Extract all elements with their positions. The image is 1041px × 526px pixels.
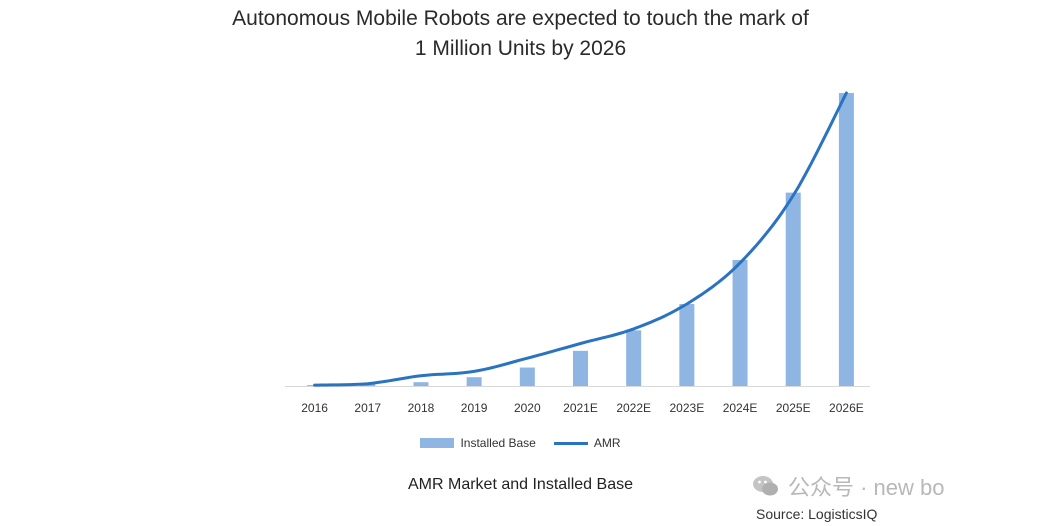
x-tick-label-2024e: 2024E bbox=[723, 401, 758, 415]
bar-installed-base-2020 bbox=[519, 367, 535, 386]
legend-swatch-bar bbox=[420, 438, 455, 448]
legend-item-installed-base: Installed Base bbox=[420, 436, 536, 450]
chart-title: Autonomous Mobile Robots are expected to… bbox=[0, 4, 1041, 64]
bars-group bbox=[307, 93, 854, 386]
chart-caption: AMR Market and Installed Base bbox=[408, 476, 633, 493]
x-tick-label-2021e: 2021E bbox=[563, 401, 598, 415]
bar-installed-base-2018 bbox=[413, 382, 429, 386]
legend-item-amr: AMR bbox=[553, 436, 621, 450]
series-line-amr bbox=[313, 91, 848, 387]
source-note: Source: LogisticsIQ bbox=[756, 506, 878, 522]
bar-installed-base-2023e bbox=[679, 303, 695, 386]
x-tick-labels: 2016 2017 2018 2019 2020 2021E 2022E 2023E 2024E… bbox=[301, 401, 864, 415]
x-tick-label-2018: 2018 bbox=[408, 401, 435, 415]
x-tick-label-2020: 2020 bbox=[514, 401, 541, 415]
legend-swatch-line bbox=[553, 441, 588, 445]
chart-title-line-1: Autonomous Mobile Robots are expected to… bbox=[232, 7, 809, 30]
bar-installed-base-2025e bbox=[785, 192, 801, 386]
wechat-icon bbox=[752, 474, 780, 498]
x-tick-label-2022e: 2022E bbox=[616, 401, 651, 415]
bar-installed-base-2026e bbox=[838, 93, 854, 386]
bar-installed-base-2024e bbox=[732, 260, 748, 386]
x-tick-label-2017: 2017 bbox=[354, 401, 381, 415]
x-tick-label-2025e: 2025E bbox=[776, 401, 811, 415]
x-tick-label-2023e: 2023E bbox=[670, 401, 705, 415]
watermark: 公众号 · new bo bbox=[752, 470, 945, 502]
bar-installed-base-2019 bbox=[466, 377, 482, 386]
x-tick-label-2016: 2016 bbox=[301, 401, 328, 415]
bar-installed-base-2021e bbox=[573, 350, 588, 386]
bar-installed-base-2022e bbox=[626, 330, 642, 386]
legend-label-amr: AMR bbox=[593, 436, 621, 450]
legend-label-installed-base: Installed Base bbox=[460, 436, 536, 450]
watermark-text: 公众号 · new bo bbox=[788, 475, 945, 500]
legend: Installed Base AMR bbox=[0, 436, 1041, 450]
x-tick-label-2019: 2019 bbox=[461, 401, 488, 415]
chart-title-line-2: 1 Million Units by 2026 bbox=[414, 37, 627, 60]
x-tick-label-2026e: 2026E bbox=[829, 401, 864, 415]
